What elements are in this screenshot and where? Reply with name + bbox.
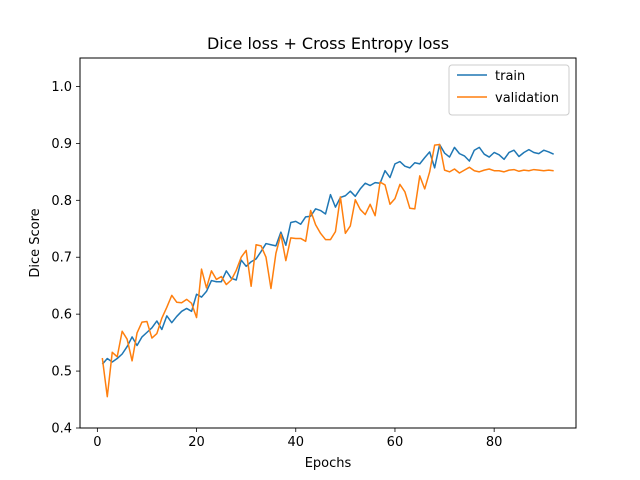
plot-lines <box>101 143 554 398</box>
y-tick-label: 0.4 <box>51 422 72 437</box>
y-tick-label: 0.9 <box>51 137 72 152</box>
legend: train validation <box>448 64 570 116</box>
x-axis-label: Epochs <box>305 456 352 471</box>
legend-label-validation: validation <box>495 91 559 106</box>
y-axis-label: Dice Score <box>28 208 43 277</box>
x-axis-ticks: 0 20 40 60 80 <box>93 428 502 450</box>
x-tick-label: 40 <box>287 435 304 450</box>
y-tick-label: 0.6 <box>51 308 72 323</box>
chart-title: Dice loss + Cross Entropy loss <box>207 34 449 53</box>
y-tick-label: 0.8 <box>51 194 72 209</box>
y-tick-label: 1.0 <box>51 80 72 95</box>
series-line-train <box>101 143 554 365</box>
legend-label-train: train <box>495 69 525 84</box>
plot-area-frame <box>79 57 577 429</box>
x-tick-label: 80 <box>486 435 503 450</box>
legend-box <box>448 64 570 116</box>
x-tick-label: 20 <box>188 435 205 450</box>
x-tick-label: 60 <box>387 435 404 450</box>
x-tick-label: 0 <box>93 435 101 450</box>
y-axis-ticks: 0.4 0.5 0.6 0.7 0.8 0.9 1.0 <box>51 80 80 437</box>
y-tick-label: 0.7 <box>51 251 72 266</box>
y-tick-label: 0.5 <box>51 365 72 380</box>
series-line-validation <box>101 143 554 398</box>
